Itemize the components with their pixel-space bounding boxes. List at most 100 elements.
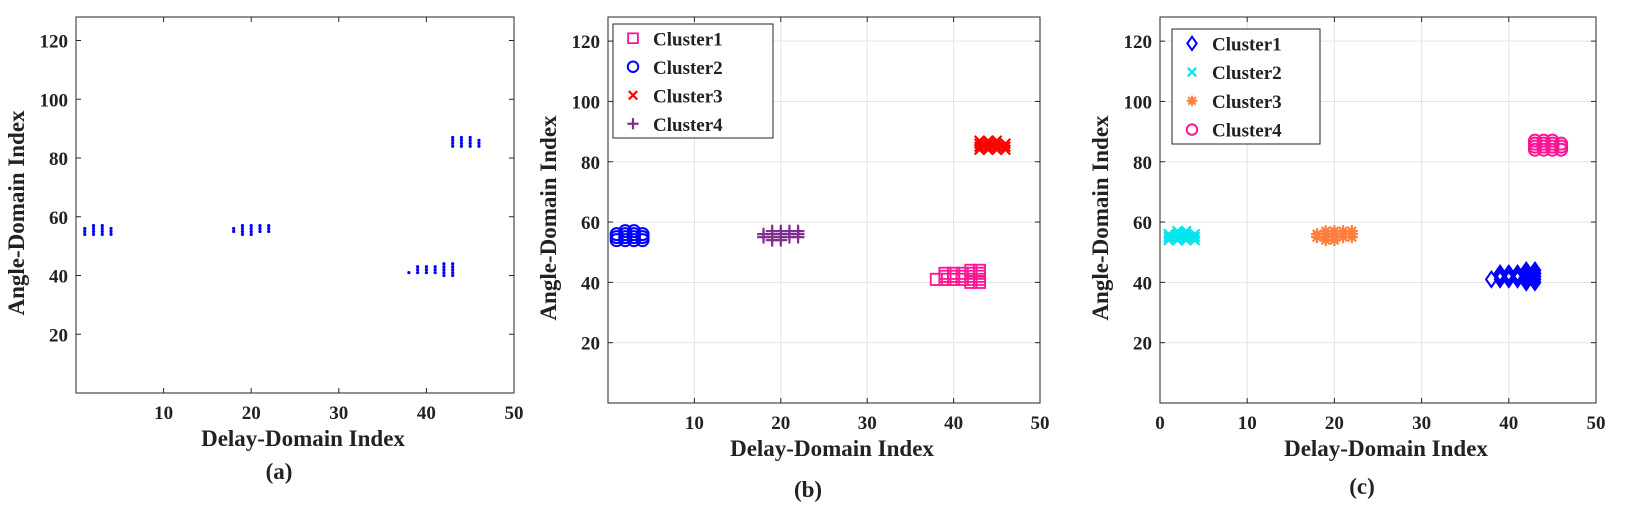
legend-marker (626, 60, 640, 73)
series-cluster1 (1484, 260, 1542, 292)
series-cluster2 (609, 224, 650, 248)
data-point (442, 262, 446, 266)
legend-label: Cluster3 (1212, 92, 1282, 113)
series-cluster2 (1163, 225, 1201, 246)
data-point (451, 265, 455, 269)
data-point (1493, 263, 1507, 283)
panel-label: (b) (794, 477, 822, 502)
data-point (468, 144, 472, 148)
legend-label: Cluster2 (653, 58, 723, 79)
series-cluster4 (757, 224, 805, 247)
legend-label: Cluster2 (1212, 63, 1282, 84)
x-tick-label: 0 (1155, 413, 1165, 434)
data-point (991, 135, 1003, 147)
data-point (1171, 225, 1184, 237)
legend-box (612, 23, 774, 139)
y-tick-label: 120 (1124, 32, 1153, 53)
x-tick-label: 30 (329, 403, 348, 424)
data-point (451, 141, 455, 145)
x-axis-title: Delay-Domain Index (1284, 436, 1488, 461)
x-tick-label: 40 (1499, 413, 1518, 434)
series-points-0 (83, 135, 481, 278)
data-point (109, 232, 113, 236)
data-point (442, 265, 446, 269)
y-tick-label: 60 (49, 208, 68, 229)
data-point (109, 226, 113, 231)
data-point (249, 223, 253, 228)
data-point (240, 232, 245, 236)
legend-label: Cluster3 (653, 86, 723, 107)
data-point (459, 138, 464, 142)
data-point (459, 135, 464, 140)
legend: Cluster1 Cluster2 Cluster3 Cluster4 (1171, 28, 1321, 145)
data-point (258, 229, 262, 234)
data-point (442, 273, 446, 278)
data-point (424, 265, 428, 269)
x-tick-label: 40 (944, 413, 963, 434)
data-point (459, 144, 464, 148)
data-point (249, 226, 253, 231)
data-point (982, 138, 994, 150)
data-point (416, 270, 420, 275)
legend-marker (1186, 34, 1198, 52)
legend-marker (1186, 95, 1198, 107)
legend-label: Cluster1 (1212, 34, 1282, 55)
y-tick-label: 40 (581, 273, 600, 294)
y-axis-title: Angle-Domain Index (1088, 115, 1113, 321)
x-tick-label: 20 (771, 413, 790, 434)
y-tick-label: 20 (1133, 334, 1152, 355)
data-point (424, 270, 428, 275)
data-point (416, 265, 420, 269)
data-point (468, 141, 472, 145)
data-point (982, 135, 994, 147)
data-point (1163, 231, 1175, 243)
series-cluster3 (1310, 225, 1358, 247)
x-tick-label: 20 (242, 403, 261, 424)
x-tick-label: 40 (417, 403, 436, 424)
data-point (1519, 260, 1533, 280)
data-point (468, 135, 472, 140)
data-point (83, 226, 87, 231)
panel-label: (a) (266, 459, 293, 484)
data-point (100, 223, 104, 228)
data-point (973, 138, 986, 150)
data-point (240, 223, 245, 228)
x-tick-label: 50 (505, 403, 524, 424)
data-point (451, 135, 455, 140)
data-point (442, 270, 446, 275)
chart-panel-1: 10 20 30 40 50 20 40 60 80 100 120 Delay-Domain Ind… (4, 16, 524, 484)
y-tick-label: 60 (1133, 213, 1152, 234)
x-tick-label: 30 (1412, 413, 1431, 434)
data-point (1554, 136, 1569, 151)
data-point (232, 229, 236, 234)
plot-area (76, 17, 514, 393)
data-point (109, 229, 113, 234)
data-point (1502, 263, 1516, 283)
x-tick-label: 10 (154, 403, 173, 424)
x-tick-label: 10 (1238, 413, 1257, 434)
data-point (433, 265, 437, 269)
data-point (407, 270, 411, 275)
data-point (83, 229, 87, 234)
data-point (791, 224, 805, 238)
data-point (91, 229, 96, 234)
data-point (267, 223, 271, 228)
data-point (91, 223, 96, 228)
legend-marker (1187, 67, 1197, 78)
data-point (232, 226, 236, 231)
data-point (83, 232, 87, 236)
data-point (451, 273, 455, 278)
y-tick-label: 120 (40, 32, 69, 53)
data-point (1163, 228, 1175, 240)
legend-label: Cluster4 (1212, 121, 1282, 142)
data-point (240, 229, 245, 234)
series-cluster4 (1527, 133, 1569, 157)
y-tick-label: 120 (572, 32, 601, 53)
data-point (973, 135, 986, 147)
data-point (991, 138, 1003, 150)
data-point (1528, 263, 1542, 283)
y-axis-title: Angle-Domain Index (4, 110, 29, 316)
y-tick-label: 100 (1124, 92, 1153, 113)
axes-box (75, 16, 515, 394)
data-point (973, 263, 987, 277)
